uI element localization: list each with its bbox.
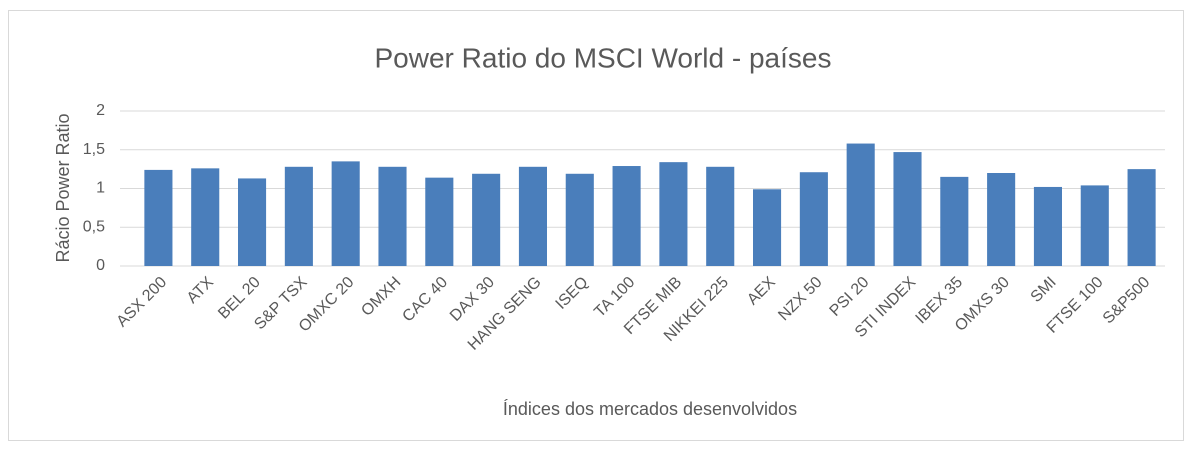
bar xyxy=(659,162,688,266)
bar xyxy=(1080,185,1109,266)
bar xyxy=(472,173,501,266)
bar xyxy=(191,168,220,266)
bar xyxy=(1033,186,1062,266)
bar xyxy=(706,166,735,266)
y-axis-title: Rácio Power Ratio xyxy=(53,113,73,262)
bar xyxy=(284,166,313,266)
bar xyxy=(612,166,641,266)
bar xyxy=(893,152,922,266)
y-tick-label: 0 xyxy=(96,257,105,274)
bar xyxy=(144,169,173,266)
x-axis-title: Índices dos mercados desenvolvidos xyxy=(503,399,797,419)
bar xyxy=(425,177,454,266)
y-tick-label: 0,5 xyxy=(83,218,105,235)
bar xyxy=(846,143,875,266)
bar xyxy=(1127,169,1156,266)
bar xyxy=(518,166,547,266)
bar xyxy=(987,173,1016,266)
y-tick-label: 1,5 xyxy=(83,141,105,158)
chart-title: Power Ratio do MSCI World - países xyxy=(375,42,832,73)
bar xyxy=(753,189,782,266)
bar xyxy=(940,176,969,266)
y-tick-label: 1 xyxy=(96,180,105,197)
y-tick-label: 2 xyxy=(96,102,105,119)
bar xyxy=(799,172,828,266)
bar xyxy=(378,166,407,266)
bar xyxy=(238,178,267,266)
bar xyxy=(565,173,594,266)
bar xyxy=(331,161,360,266)
